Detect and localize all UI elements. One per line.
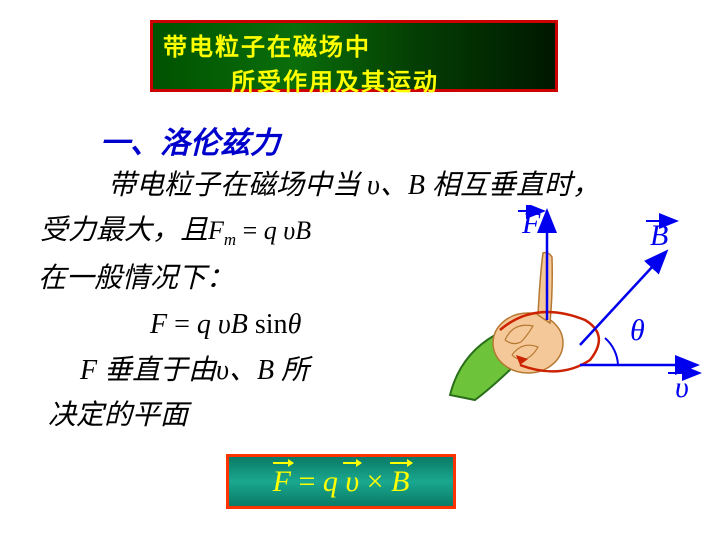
- fb-cross: ×: [367, 465, 391, 498]
- body-line-3: 在一般情况下：: [38, 258, 234, 300]
- section-heading: 一、洛伦兹力: [100, 118, 280, 162]
- fb-b: B: [391, 465, 409, 498]
- label-v: υ: [675, 371, 689, 404]
- body-line-5: 决定的平面: [48, 395, 188, 437]
- var-v1: υ: [283, 216, 295, 245]
- fb-eq: =: [298, 465, 322, 498]
- para4-mid: 、: [229, 355, 257, 386]
- fb-f: F: [273, 465, 291, 498]
- var-q1: q: [264, 216, 284, 245]
- label-theta: θ: [630, 314, 645, 347]
- var-v: υ: [367, 170, 380, 201]
- var-m-sub: m: [224, 230, 236, 249]
- var-b1: B: [295, 216, 311, 245]
- body-line-1: 带电粒子在磁场中当 υ、B 相互垂直时，: [80, 165, 720, 207]
- sin: sin: [255, 309, 288, 340]
- var-b2: B: [231, 309, 248, 340]
- var-fm: F: [208, 216, 224, 245]
- para1-suffix: 相互垂直时，: [425, 170, 600, 201]
- var-f2: F: [150, 309, 167, 340]
- title-line-2: 所受作用及其运动: [231, 62, 545, 97]
- var-v2: υ: [218, 309, 231, 340]
- var-b: B: [408, 170, 425, 201]
- eq2: =: [167, 309, 197, 340]
- var-q2: q: [197, 309, 218, 340]
- hand-palm: [493, 313, 563, 373]
- theta1: θ: [288, 309, 302, 340]
- title-line-1: 带电粒子在磁场中: [163, 27, 545, 62]
- var-f3: F: [80, 355, 97, 386]
- title-box: 带电粒子在磁场中 所受作用及其运动: [150, 20, 558, 92]
- formula-box: F = q υ × B: [226, 454, 456, 509]
- para4-suffix: 所: [274, 355, 309, 386]
- para1-mid: 、: [380, 170, 408, 201]
- right-hand-rule-diagram: F B υ θ: [440, 205, 710, 425]
- fb-q: q: [323, 465, 346, 498]
- para4-prefix: 垂直于由: [97, 355, 216, 386]
- label-b: B: [650, 219, 668, 252]
- formula-general: F = q υB sinθ: [150, 304, 301, 346]
- body-line-4: F 垂直于由υ、B 所: [80, 350, 460, 392]
- para2-prefix: 受力最大，且: [40, 215, 208, 246]
- var-b3: B: [257, 355, 274, 386]
- eq1: =: [236, 216, 264, 245]
- angle-arc: [605, 338, 618, 365]
- fb-v: υ: [345, 465, 359, 498]
- var-v3: υ: [216, 355, 229, 386]
- formula-cross-product: F = q υ × B: [273, 465, 410, 499]
- vector-b: [580, 253, 665, 345]
- para1-prefix: 带电粒子在磁场中当: [108, 170, 367, 201]
